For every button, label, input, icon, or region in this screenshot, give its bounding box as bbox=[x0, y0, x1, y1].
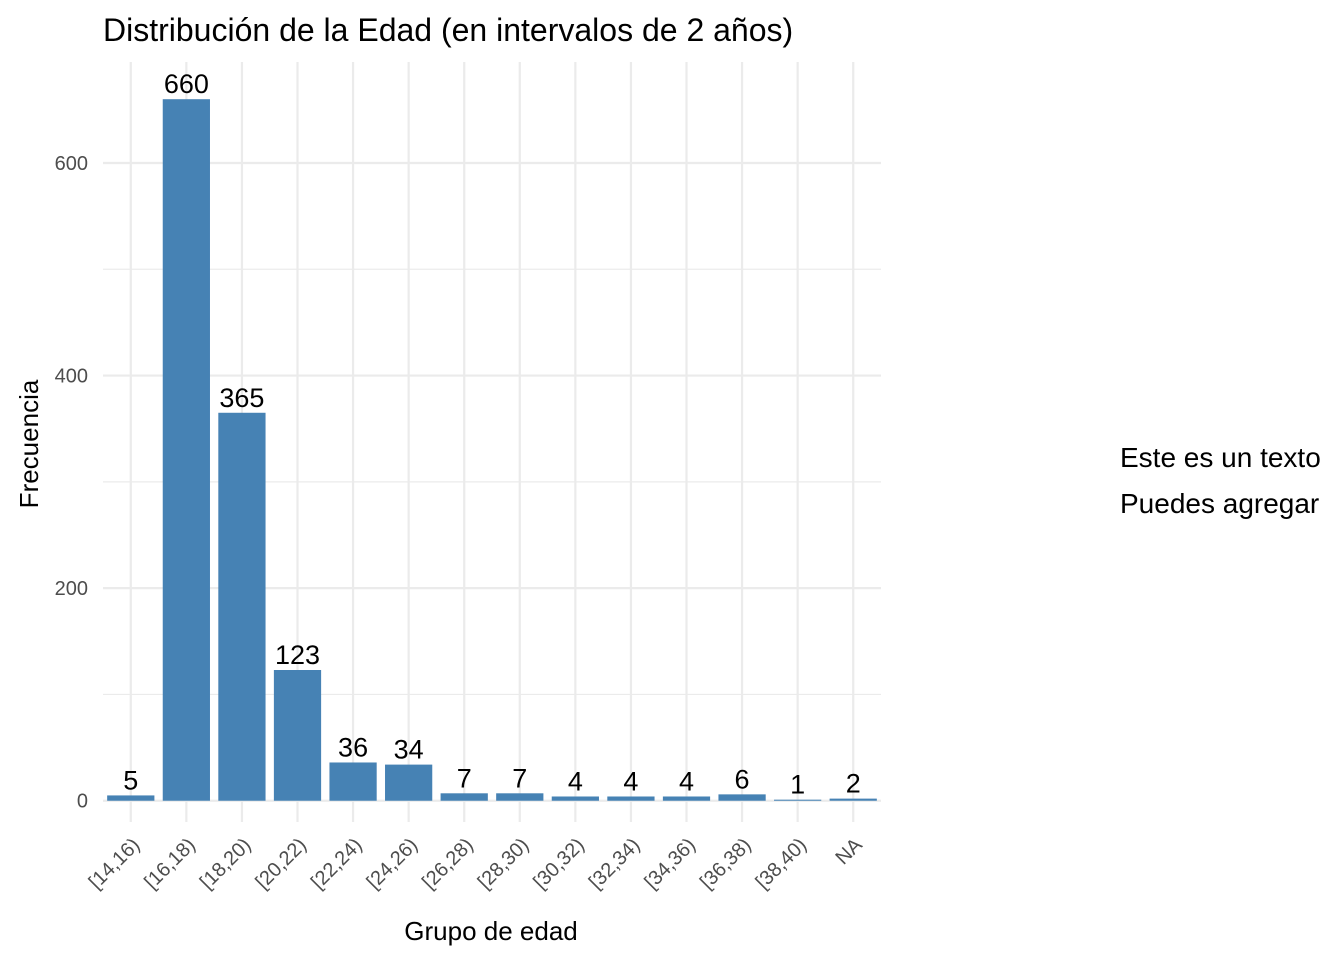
x-tick-label: [16,18) bbox=[140, 834, 200, 894]
bar bbox=[607, 796, 655, 801]
data-label: 365 bbox=[219, 383, 264, 413]
bar bbox=[385, 764, 433, 801]
bars-layer bbox=[107, 99, 877, 801]
bar bbox=[218, 412, 266, 801]
bar bbox=[107, 795, 155, 801]
x-tick-label: [24,26) bbox=[363, 834, 423, 894]
y-tick-label: 600 bbox=[55, 153, 88, 175]
x-tick-label: [32,34) bbox=[585, 834, 645, 894]
bar bbox=[162, 99, 210, 801]
x-tick-label: [30,32) bbox=[529, 834, 589, 894]
y-tick-label: 400 bbox=[55, 366, 88, 388]
data-label: 36 bbox=[338, 732, 368, 762]
x-axis-title: Grupo de edad bbox=[404, 916, 577, 946]
x-tick-label: [26,28) bbox=[418, 834, 478, 894]
x-tick-label: NA bbox=[832, 834, 868, 870]
x-tick-label: [22,24) bbox=[307, 834, 367, 894]
x-tick-label: [34,36) bbox=[640, 834, 700, 894]
data-label: 7 bbox=[512, 763, 527, 793]
data-label: 123 bbox=[275, 640, 320, 670]
data-label: 6 bbox=[735, 764, 750, 794]
y-axis-title: Frecuencia bbox=[14, 379, 44, 508]
x-tick-label: [38,40) bbox=[752, 834, 812, 894]
bar bbox=[440, 793, 488, 801]
bar bbox=[829, 798, 877, 801]
grid-layer bbox=[103, 62, 881, 822]
bar bbox=[551, 796, 599, 801]
x-axis-ticks: [14,16)[16,18)[18,20)[20,22)[22,24)[24,2… bbox=[85, 834, 867, 894]
data-label: 4 bbox=[679, 766, 694, 796]
annotation-line-1: Este es un texto bbox=[1120, 442, 1321, 473]
data-label: 34 bbox=[394, 735, 424, 765]
data-label: 2 bbox=[846, 769, 861, 799]
bar bbox=[662, 796, 711, 801]
bar bbox=[329, 762, 377, 801]
data-label: 7 bbox=[457, 763, 472, 793]
data-label: 4 bbox=[623, 766, 638, 796]
y-tick-label: 200 bbox=[55, 578, 88, 600]
data-label: 4 bbox=[568, 766, 583, 796]
x-tick-label: [14,16) bbox=[85, 834, 145, 894]
x-tick-label: [36,38) bbox=[696, 834, 756, 894]
chart-title: Distribución de la Edad (en intervalos d… bbox=[103, 12, 793, 48]
bar bbox=[774, 799, 822, 801]
data-label: 1 bbox=[790, 770, 805, 800]
bar bbox=[718, 794, 766, 801]
x-tick-label: [18,20) bbox=[196, 834, 256, 894]
data-label: 5 bbox=[123, 765, 138, 795]
y-tick-label: 0 bbox=[77, 791, 88, 813]
x-tick-label: [28,30) bbox=[474, 834, 534, 894]
bar bbox=[273, 670, 322, 801]
annotation-line-2: Puedes agregar bbox=[1120, 488, 1320, 519]
bar bbox=[496, 793, 544, 801]
data-label: 660 bbox=[164, 69, 209, 99]
y-axis-ticks: 0 200 400 600 bbox=[55, 153, 88, 813]
data-labels-layer: 5 660 365 123 36 34 7 7 4 4 4 6 1 2 bbox=[123, 69, 860, 799]
x-tick-label: [20,22) bbox=[251, 834, 311, 894]
